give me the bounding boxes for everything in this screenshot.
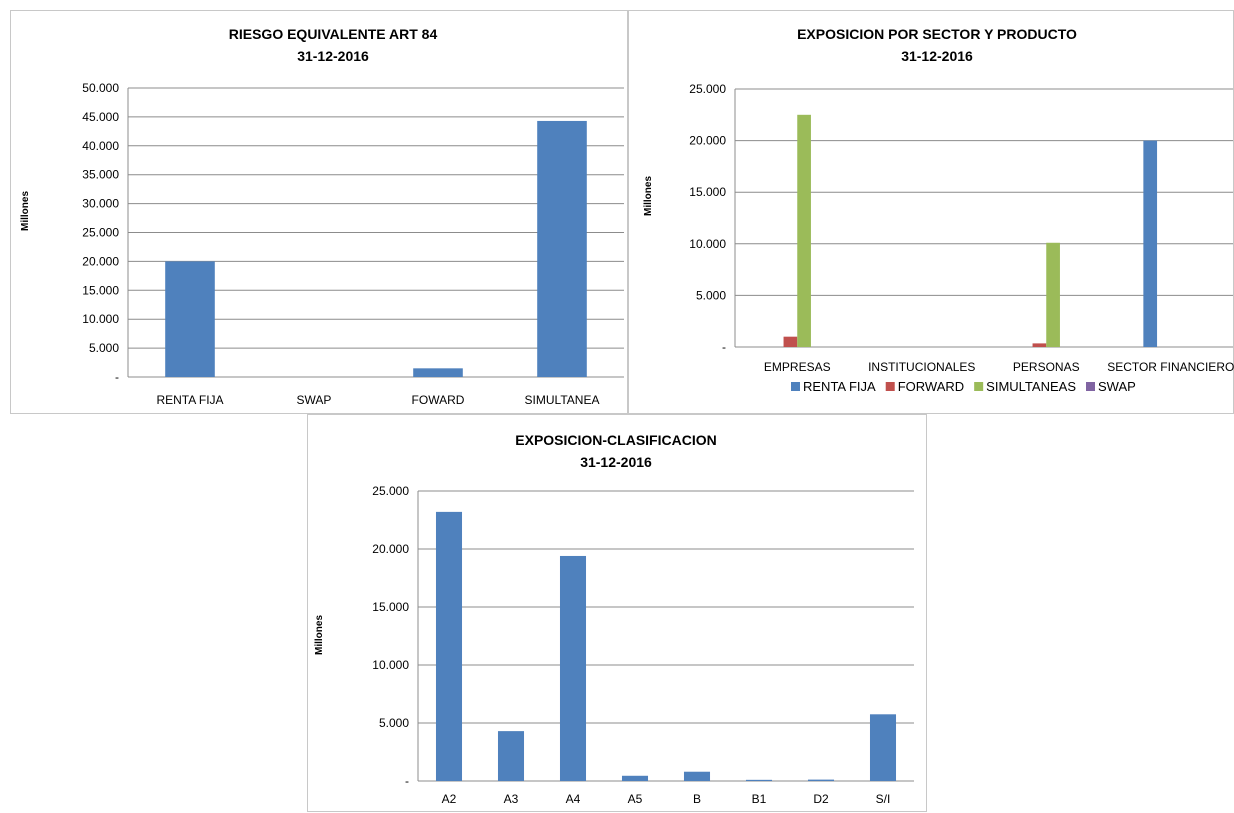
y-tick-label: 30.000 <box>82 197 119 211</box>
x-tick-label: SWAP <box>297 393 332 407</box>
y-tick-label: 35.000 <box>82 168 119 182</box>
y-tick-label: 50.000 <box>82 81 119 95</box>
y-tick-label: 20.000 <box>82 254 119 268</box>
x-tick-label: FOWARD <box>412 393 465 407</box>
bar <box>869 714 897 781</box>
legend-entry: SWAP <box>1098 379 1136 394</box>
y-tick-label: 5.000 <box>696 288 726 302</box>
chart-riesgo-equivalente: RIESGO EQUIVALENTE ART 84 31-12-2016 Mil… <box>10 10 628 414</box>
bar <box>683 771 711 781</box>
bar <box>1143 140 1158 347</box>
bar <box>745 779 773 781</box>
legend-swatch <box>885 382 895 391</box>
x-tick-label: A3 <box>504 792 519 806</box>
chart-1-plot: - 5.000 10.000 15.000 20.000 25.000 30.000 35.0… <box>82 81 624 407</box>
y-tick-label: 20.000 <box>689 134 726 148</box>
y-tick-label: - <box>405 774 409 788</box>
x-tick-label: B <box>693 792 701 806</box>
chart-1-svg: RIESGO EQUIVALENTE ART 84 31-12-2016 Mil… <box>20 26 624 407</box>
x-tick-label: D2 <box>813 792 829 806</box>
y-tick-label: 25.000 <box>689 82 726 96</box>
chart-2-plot: - 5.000 10.000 15.000 20.000 25.000 EMPRESAS IN… <box>689 82 1234 374</box>
x-tick-label: S/I <box>876 792 891 806</box>
chart-3-title: EXPOSICION-CLASIFICACION <box>515 432 716 448</box>
bar <box>621 775 649 781</box>
chart-1-title: RIESGO EQUIVALENTE ART 84 <box>229 26 438 42</box>
x-tick-label: B1 <box>752 792 767 806</box>
bar <box>807 779 835 781</box>
y-tick-label: - <box>115 370 119 384</box>
chart-exposicion-clasificacion: EXPOSICION-CLASIFICACION 31-12-2016 Mill… <box>307 414 927 812</box>
y-tick-label: 40.000 <box>82 139 119 153</box>
chart-2-title: EXPOSICION POR SECTOR Y PRODUCTO <box>797 26 1077 42</box>
bar <box>783 336 798 347</box>
y-tick-label: 15.000 <box>82 283 119 297</box>
legend-entry: RENTA FIJA <box>803 379 876 394</box>
bar <box>559 555 587 781</box>
legend-swatch <box>1086 382 1095 391</box>
bar <box>435 511 463 781</box>
y-tick-label: 5.000 <box>379 716 409 730</box>
y-tick-label: 25.000 <box>372 484 409 498</box>
x-tick-label: SIMULTANEA <box>525 393 600 407</box>
bar <box>165 261 215 377</box>
y-tick-label: 20.000 <box>372 542 409 556</box>
y-tick-label: - <box>722 340 726 354</box>
x-tick-label: RENTA FIJA <box>156 393 223 407</box>
y-tick-label: 15.000 <box>372 600 409 614</box>
legend-entry: SIMULTANEAS <box>986 379 1076 394</box>
y-tick-label: 45.000 <box>82 110 119 124</box>
x-tick-label: SECTOR FINANCIERO <box>1107 360 1234 374</box>
chart-1-subtitle: 31-12-2016 <box>297 48 369 64</box>
y-tick-label: 25.000 <box>82 226 119 240</box>
chart-3-ylabel: Millones <box>314 615 325 655</box>
chart-2-subtitle: 31-12-2016 <box>901 48 973 64</box>
legend-swatch <box>791 382 800 391</box>
chart-2-svg: EXPOSICION POR SECTOR Y PRODUCTO 31-12-2… <box>643 26 1234 394</box>
x-tick-label: EMPRESAS <box>764 360 831 374</box>
x-tick-label: A5 <box>628 792 643 806</box>
chart-2-ylabel: Millones <box>643 176 654 216</box>
y-tick-label: 10.000 <box>689 237 726 251</box>
bar <box>1046 242 1060 347</box>
chart-exposicion-sector-producto: EXPOSICION POR SECTOR Y PRODUCTO 31-12-2… <box>628 10 1234 414</box>
bar <box>497 731 525 781</box>
y-tick-label: 10.000 <box>372 658 409 672</box>
y-tick-label: 10.000 <box>82 312 119 326</box>
chart-2-legend: RENTA FIJA FORWARD SIMULTANEAS SWAP <box>791 379 1136 394</box>
y-tick-label: 5.000 <box>89 341 119 355</box>
legend-swatch <box>974 382 984 391</box>
chart-3-subtitle: 31-12-2016 <box>580 454 652 470</box>
legend-entry: FORWARD <box>898 379 964 394</box>
bar <box>537 120 587 378</box>
y-tick-label: 15.000 <box>689 185 726 199</box>
x-tick-label: A2 <box>442 792 457 806</box>
chart-1-ylabel: Millones <box>20 191 31 231</box>
chart-3-plot: - 5.000 10.000 15.000 20.000 25.000 A2 A3 A4 A5 B B… <box>372 484 914 806</box>
x-tick-label: A4 <box>566 792 581 806</box>
bar <box>797 114 811 347</box>
bar <box>1032 343 1047 347</box>
x-tick-label: PERSONAS <box>1013 360 1080 374</box>
chart-3-svg: EXPOSICION-CLASIFICACION 31-12-2016 Mill… <box>314 432 914 806</box>
bar <box>413 368 463 377</box>
x-tick-label: INSTITUCIONALES <box>868 360 975 374</box>
